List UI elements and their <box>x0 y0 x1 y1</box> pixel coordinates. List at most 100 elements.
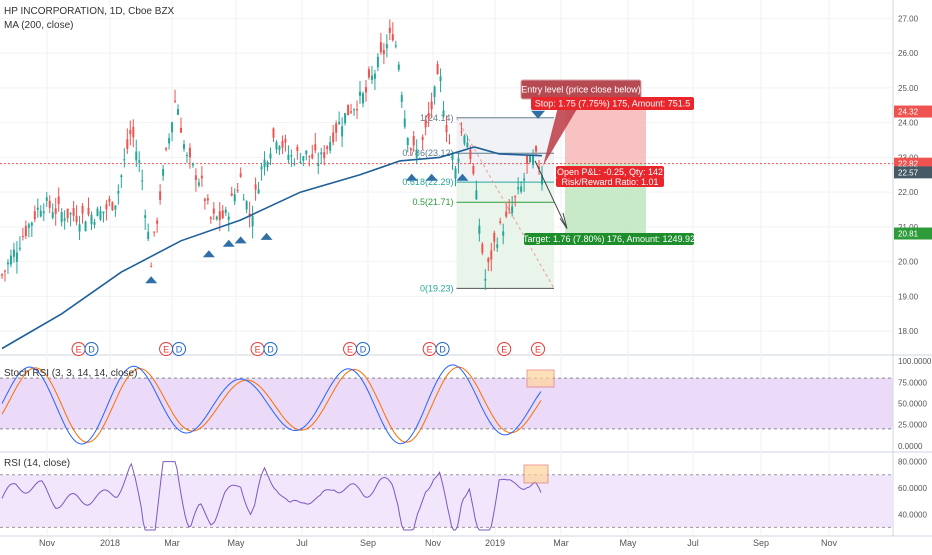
candle-body <box>180 127 183 133</box>
y-tick-label: 22.00 <box>898 188 919 197</box>
candle-body <box>156 220 159 224</box>
candle-body <box>272 128 275 138</box>
x-tick-label: Nov <box>39 538 56 548</box>
stoch-rsi-pane <box>0 364 893 445</box>
candle-body <box>15 252 18 262</box>
candle-body <box>535 146 538 152</box>
candle-body <box>174 100 177 102</box>
candle-body <box>48 200 51 208</box>
candle-body <box>520 186 523 192</box>
candle-body <box>427 112 430 119</box>
price-axis: 18.0019.0020.0021.0022.0023.0024.0025.00… <box>894 14 932 519</box>
candle-body <box>182 144 185 149</box>
ma-line <box>1 146 543 350</box>
candle-body <box>287 154 290 160</box>
candle-body <box>460 131 463 133</box>
fib-label: 1(24.14) <box>420 113 454 123</box>
candle-body <box>406 138 409 146</box>
candle-body <box>218 211 221 220</box>
x-tick-label: Mar <box>553 538 569 548</box>
rsi-highlight-box <box>523 464 549 484</box>
candle-body <box>221 210 224 219</box>
candle-body <box>123 159 126 161</box>
candle-body <box>215 216 218 220</box>
candle-body <box>505 211 508 217</box>
event-marker-circle <box>531 342 546 356</box>
candle-body <box>326 146 329 149</box>
candle-body <box>466 142 469 148</box>
candle-body <box>188 147 191 158</box>
fib-label: 0(19.23) <box>420 283 454 293</box>
event-marker-circle <box>355 342 370 356</box>
event-marker-letter: E <box>427 345 433 355</box>
candle-body <box>230 193 233 196</box>
ma-legend: MA (200, close) <box>4 20 73 31</box>
candle-body <box>323 152 326 159</box>
candle-body <box>278 146 281 150</box>
candle-body <box>6 262 9 265</box>
candle-body <box>194 175 197 180</box>
candle-body <box>227 216 230 220</box>
candle-body <box>517 187 520 190</box>
up-triangle-marker <box>145 276 158 284</box>
candle-body <box>102 211 105 214</box>
entry-note: Entry level (price close below) <box>521 85 641 95</box>
candle-body <box>96 208 99 217</box>
x-tick-label: 2018 <box>100 538 120 548</box>
price-badge <box>894 105 932 118</box>
candle-body <box>367 69 370 78</box>
fib-diagonal <box>456 117 555 289</box>
candle-body <box>18 247 21 249</box>
event-marker-letter: D <box>176 345 183 355</box>
rsi-pane <box>0 461 893 531</box>
candle-body <box>439 76 442 82</box>
candle-body <box>185 154 188 156</box>
up-triangle-marker <box>222 239 235 247</box>
chart-title: HP INCORPORATION, 1D, Cboe BZX <box>4 6 174 17</box>
entry-callout-pointer <box>543 99 583 166</box>
candle-body <box>111 202 114 211</box>
candle-body <box>66 208 69 219</box>
candle-body <box>359 91 362 96</box>
candle-body <box>212 208 215 214</box>
candle-body <box>293 163 296 165</box>
candle-body <box>144 215 147 218</box>
up-triangle-marker <box>456 173 469 181</box>
candle-body <box>361 93 364 104</box>
candle-body <box>448 142 451 144</box>
candle-body <box>412 135 415 146</box>
target-label: Target: 1.76 (7.80%) 176, Amount: 1249.9… <box>523 234 695 244</box>
x-tick-label: Jul <box>687 538 699 548</box>
trade-labels: Entry level (price close below) Stop: 1.7… <box>520 79 695 245</box>
candle-body <box>421 136 424 141</box>
candle-body <box>305 150 308 155</box>
candle-body <box>39 210 42 217</box>
candle-body <box>415 150 418 158</box>
up-triangle-marker <box>234 236 247 244</box>
candle-body <box>296 146 299 151</box>
candle-body <box>430 101 433 110</box>
candle-body <box>541 175 543 185</box>
pattern-markers <box>145 110 568 289</box>
candle-body <box>514 196 517 198</box>
candle-body <box>51 212 54 218</box>
candle-body <box>284 138 287 143</box>
candle-body <box>209 217 212 219</box>
candle-body <box>150 266 153 268</box>
event-marker-letter: D <box>88 345 95 355</box>
y-tick-label: 21.00 <box>898 223 919 232</box>
candle-body <box>335 123 338 133</box>
fib-label: 0.5(21.71) <box>412 197 453 207</box>
candle-body <box>484 278 487 281</box>
stoch-tick-label: 75.0000 <box>898 378 927 387</box>
event-marker-letter: E <box>501 345 507 355</box>
event-marker-circle <box>435 342 450 356</box>
candle-body <box>135 151 138 161</box>
fib-label: 0.786(23.12) <box>402 148 453 158</box>
candle-body <box>57 196 60 205</box>
candle-body <box>281 141 284 148</box>
price-badge-label: 22.82 <box>898 160 919 169</box>
candle-body <box>171 122 174 133</box>
candle-body <box>523 178 526 181</box>
